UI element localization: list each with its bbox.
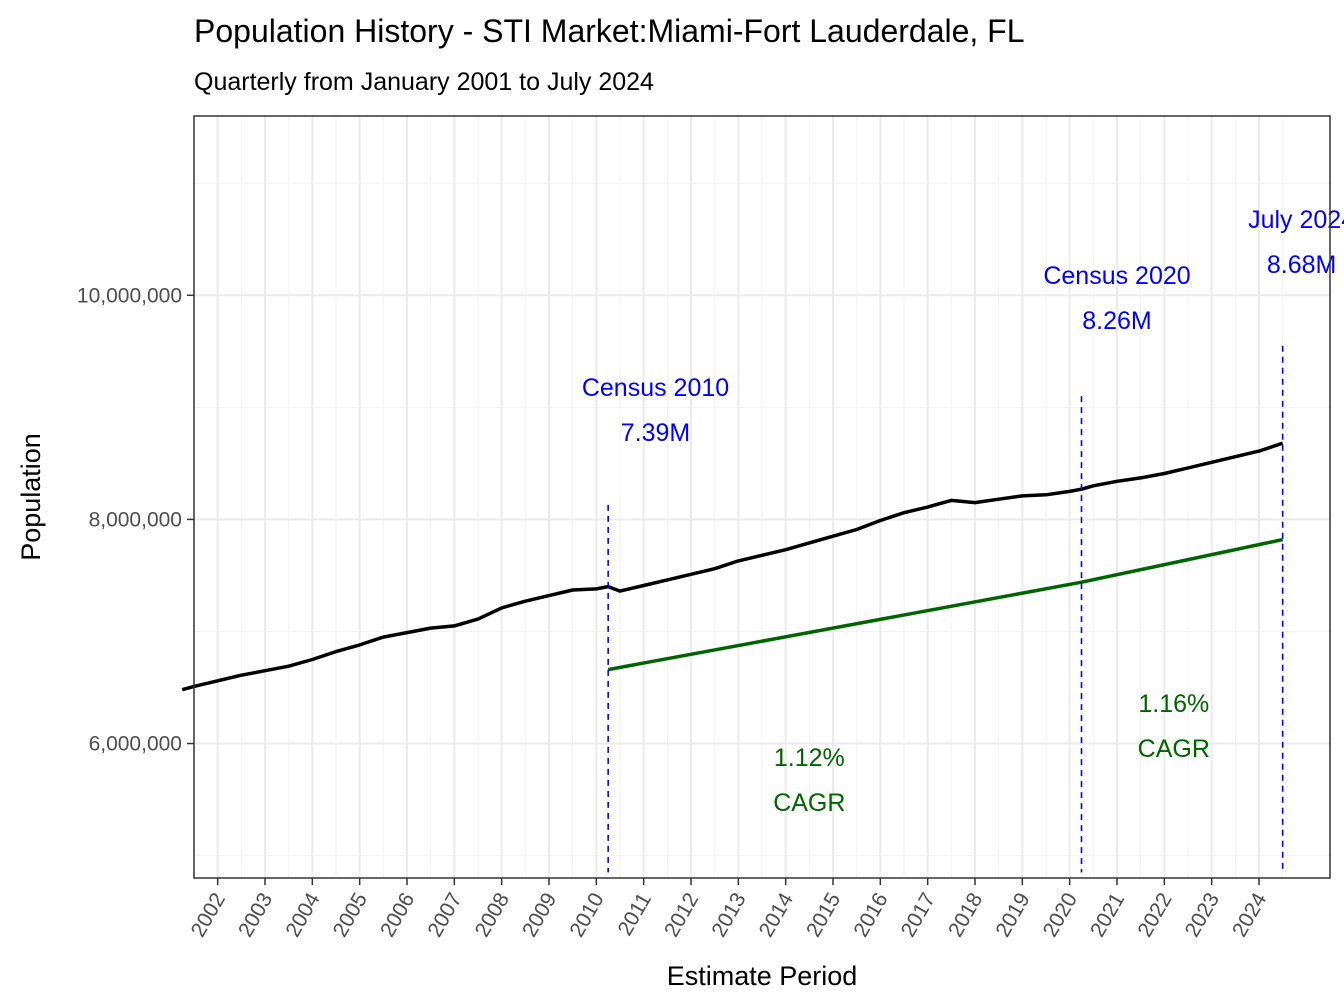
x-tick-label: 2017 [897,889,940,941]
x-tick-label: 2020 [1039,889,1082,941]
y-tick-label: 8,000,000 [89,508,182,531]
x-tick-label: 2024 [1228,889,1271,941]
annotations: Census 2010 7.39M Census 2020 8.26M July 202… [582,206,1344,817]
annotation-text: 7.39M [621,419,690,447]
population-series-line [181,441,1284,692]
chart-title: Population History - STI Market:Miami-Fo… [194,13,1025,49]
x-tick-label: 2005 [329,889,372,941]
annotation-text: Census 2010 [582,374,729,402]
x-axis-title: Estimate Period [667,961,858,991]
x-tick-label: 2011 [613,889,656,940]
chart-subtitle: Quarterly from January 2001 to July 2024 [194,68,654,96]
x-tick-label: 2007 [423,889,466,941]
x-tick-label: 2010 [565,889,608,941]
annotation-text: July 2024 [1248,206,1344,234]
x-tick-label: 2014 [755,889,798,941]
x-tick-label: 2008 [471,889,514,941]
y-tick-label: 10,000,000 [77,284,182,307]
x-tick-label: 2021 [1086,889,1129,941]
cagr-trend-line [607,537,1284,672]
annotation-text: CAGR [1138,735,1210,763]
annotation-text: 1.16% [1138,690,1209,718]
annotation-text: Census 2020 [1043,262,1190,290]
annotation-text: CAGR [773,789,845,817]
grid [193,116,1331,878]
x-tick-label: 2016 [849,889,892,941]
annotation-text: 8.68M [1267,251,1336,279]
y-axis-title: Population [16,433,46,561]
annotation-text: 8.26M [1082,307,1151,335]
x-tick-label: 2009 [518,889,561,941]
x-tick-label: 2015 [802,889,845,941]
x-tick-label: 2006 [376,889,419,941]
x-tick-label: 2012 [660,889,703,941]
x-tick-label: 2003 [234,889,277,941]
series-layer [181,441,1284,692]
annotation-text: 1.12% [774,744,845,772]
x-tick-label: 2019 [991,889,1034,941]
x-tick-label: 2004 [281,889,324,941]
x-tick-label: 2002 [187,889,230,941]
x-tick-label: 2013 [707,889,750,941]
y-tick-label: 6,000,000 [89,733,182,756]
x-tick-label: 2018 [944,889,987,941]
x-tick-label: 2023 [1181,889,1224,941]
reference-lines [607,345,1284,873]
x-tick-label: 2022 [1133,889,1176,941]
panel-border [193,115,1331,879]
